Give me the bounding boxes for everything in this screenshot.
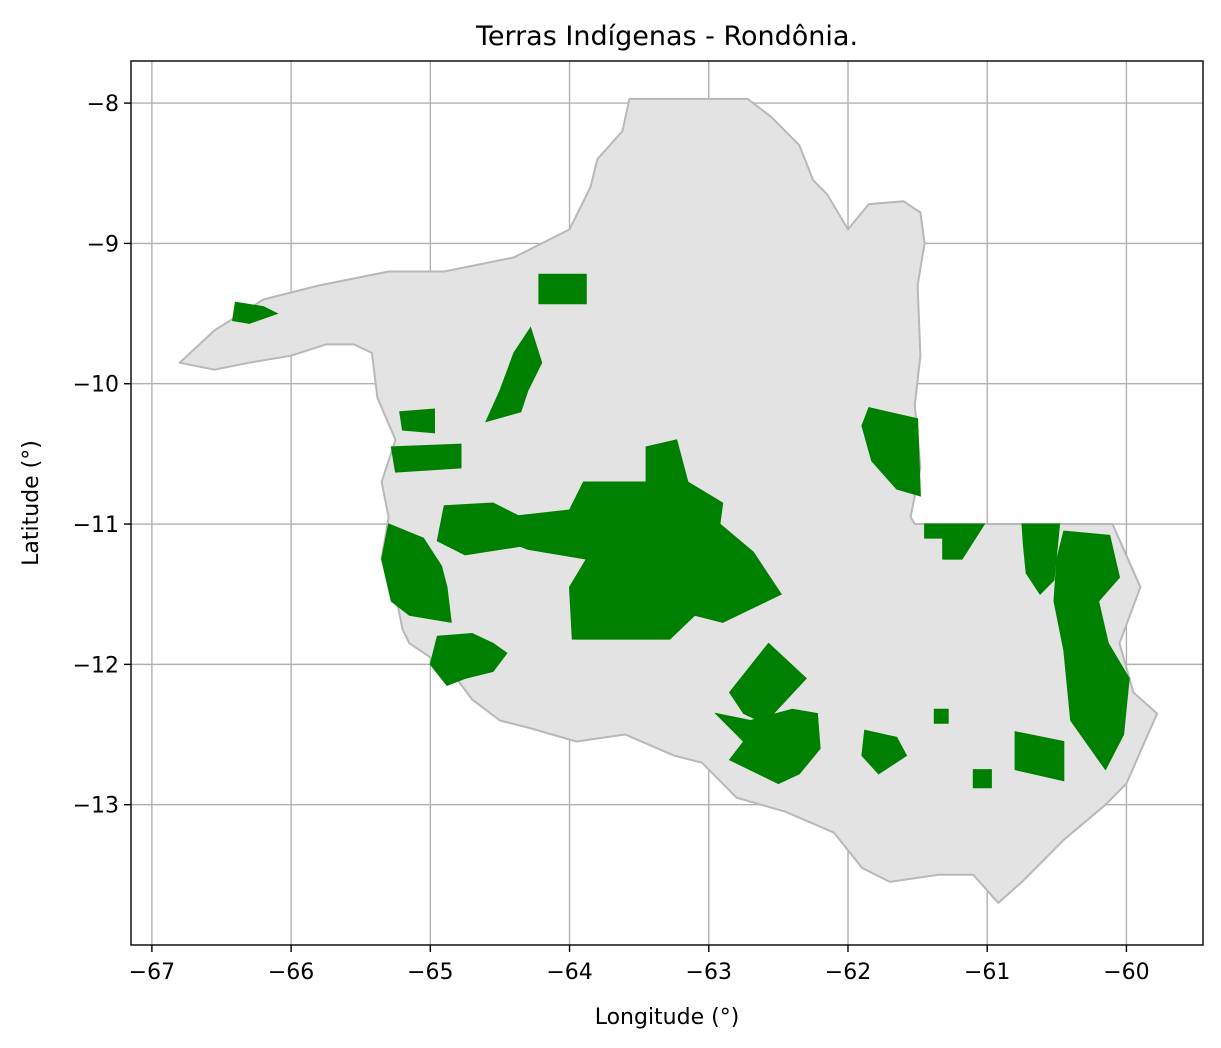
territory-polygon (399, 408, 435, 434)
y-tick-label: −12 (73, 653, 119, 678)
y-axis-label: Latitude (°) (19, 440, 44, 566)
x-tick-label: −65 (407, 960, 453, 985)
indigenous-territories (232, 273, 1130, 789)
plot-frame (130, 60, 1204, 946)
territory-polygon (1014, 731, 1065, 782)
x-tick-label: −61 (964, 960, 1010, 985)
territory-polygon (1053, 530, 1130, 771)
territory-polygon (933, 708, 949, 724)
territory-polygon (728, 642, 807, 724)
x-axis-label: Longitude (°) (595, 1005, 740, 1030)
x-tick-label: −62 (825, 960, 871, 985)
territory-polygon (861, 407, 921, 497)
territory-polygon (499, 439, 782, 640)
x-tick-label: −67 (129, 960, 175, 985)
x-tick-label: −64 (546, 960, 592, 985)
territory-polygon (381, 523, 452, 623)
territory-polygon (429, 632, 508, 686)
y-tick-label: −8 (87, 92, 119, 117)
axis-ticks: −67 −66 −65 −64 −63 −62 −61 −60 −8 −9 −10 −11 −12 −13 (73, 92, 1150, 985)
territory-polygon (714, 708, 821, 785)
territory-polygon (972, 769, 992, 789)
y-tick-label: −13 (73, 794, 119, 819)
territory-polygon (485, 326, 543, 423)
territory-polygon (436, 502, 529, 556)
y-tick-label: −9 (87, 232, 119, 257)
y-tick-label: −11 (73, 513, 119, 538)
chart-title: Terras Indígenas - Rondônia. (475, 21, 858, 52)
territory-polygon (1021, 523, 1061, 595)
territory-polygon (861, 729, 908, 775)
territory-polygon (924, 523, 986, 560)
y-tick-label: −10 (73, 373, 119, 398)
x-tick-label: −63 (686, 960, 732, 985)
territory-polygon (538, 273, 587, 305)
territory-polygon (232, 301, 279, 324)
territory-polygon (390, 443, 462, 473)
x-tick-label: −60 (1103, 960, 1149, 985)
x-tick-label: −66 (268, 960, 314, 985)
